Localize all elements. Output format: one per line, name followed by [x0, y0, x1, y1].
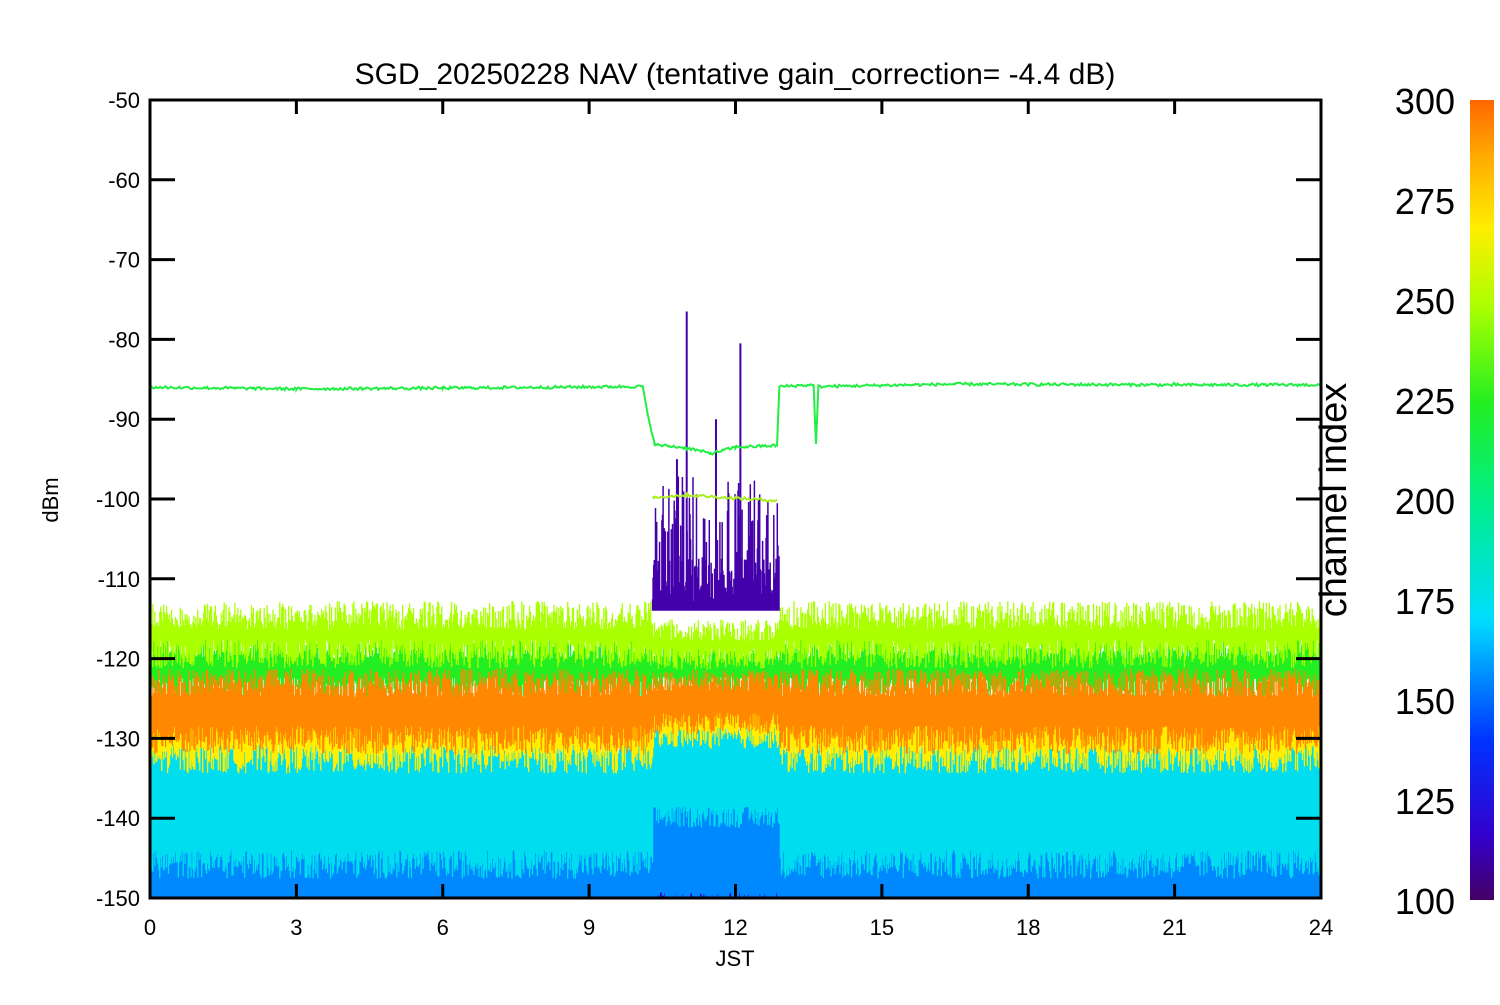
- y-tick-label: -100: [96, 487, 140, 512]
- noise-band-layer: [150, 601, 1321, 670]
- x-tick-label: 9: [583, 915, 595, 940]
- colorbar-tick-label: 175: [1395, 581, 1455, 622]
- noise-band-layer: [150, 713, 1321, 879]
- colorbar-tick-label: 225: [1395, 381, 1455, 422]
- y-tick-label: -60: [108, 168, 140, 193]
- y-tick-label: -90: [108, 407, 140, 432]
- y-tick-label: -50: [108, 88, 140, 113]
- x-axis: 0 3 6 9 12 15 18 21 24: [144, 100, 1333, 940]
- colorbar-tick-label: 275: [1395, 181, 1455, 222]
- colorbar-tick-label: 200: [1395, 481, 1455, 522]
- y-tick-label: -140: [96, 806, 140, 831]
- x-tick-label: 3: [290, 915, 302, 940]
- x-tick-label: 15: [870, 915, 894, 940]
- noise-band-layer: [150, 629, 1321, 707]
- y-axis: -50 -60 -70 -80 -90 -100 -110 -120 -130 -140 -150: [96, 88, 1321, 911]
- series-line-channel-255: [651, 491, 778, 503]
- chart-title: SGD_20250228 NAV (tentative gain_correct…: [355, 58, 1116, 91]
- x-axis-label: JST: [715, 946, 754, 971]
- noise-band-layer: [150, 668, 1321, 755]
- x-tick-label: 18: [1016, 915, 1040, 940]
- y-tick-label: -150: [96, 886, 140, 911]
- y-tick-label: -110: [98, 567, 140, 592]
- interference-spikes: [651, 476, 780, 611]
- x-tick-label: 12: [723, 915, 747, 940]
- y-tick-label: -130: [96, 726, 140, 751]
- colorbar: [1470, 100, 1494, 900]
- colorbar-tick-label: 250: [1395, 281, 1455, 322]
- colorbar-tick-label: 125: [1395, 781, 1455, 822]
- y-tick-label: -80: [108, 327, 140, 352]
- colorbar-label: channel index: [1313, 383, 1355, 618]
- series-line-channel-215: [150, 380, 1321, 456]
- x-tick-label: 6: [437, 915, 449, 940]
- colorbar-ticks: 300 275 250 225 200 175 150 125 100: [1395, 81, 1455, 922]
- x-tick-label: 0: [144, 915, 156, 940]
- x-tick-label: 21: [1162, 915, 1186, 940]
- x-tick-label: 24: [1309, 915, 1333, 940]
- y-tick-label: -120: [96, 647, 140, 672]
- plot-area: [150, 311, 1321, 898]
- colorbar-tick-label: 150: [1395, 681, 1455, 722]
- y-axis-label: dBm: [38, 477, 63, 522]
- colorbar-tick-label: 300: [1395, 81, 1455, 122]
- y-tick-label: -70: [108, 248, 140, 273]
- colorbar-tick-label: 100: [1395, 881, 1455, 922]
